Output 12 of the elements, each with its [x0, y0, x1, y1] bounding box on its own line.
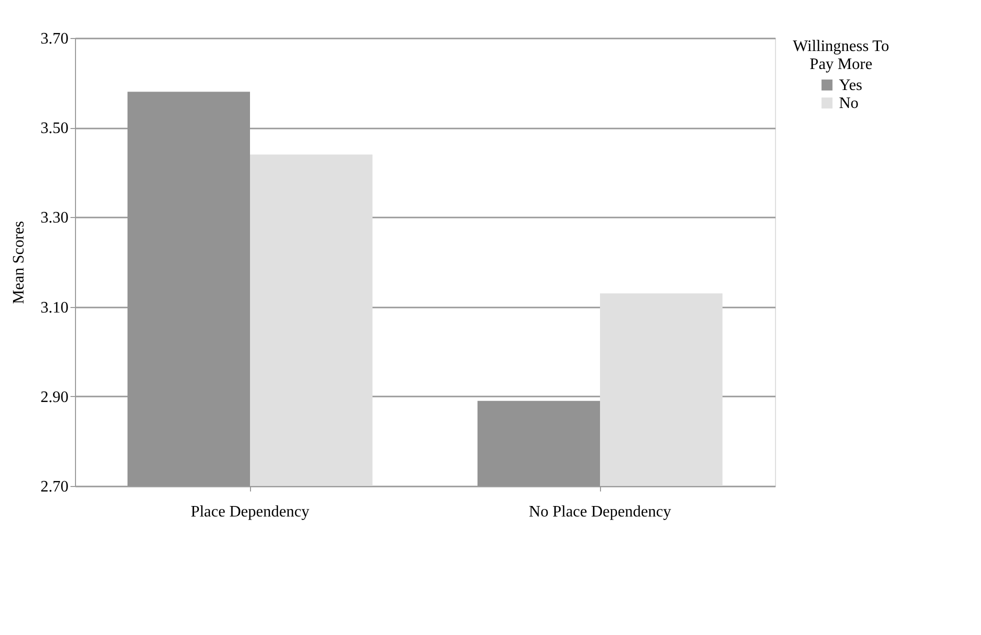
x-tick-label: Place Dependency	[190, 504, 310, 520]
x-tick-label: No Place Dependency	[528, 504, 672, 520]
legend-title: Willingness To Pay More	[792, 38, 890, 73]
legend-label: No	[839, 95, 859, 112]
legend-label: Yes	[839, 77, 862, 94]
y-tick-label: 3.70	[40, 30, 68, 48]
y-axis-title: Mean Scores	[10, 220, 28, 304]
y-tick-label: 3.50	[40, 120, 68, 138]
y-tick-label: 3.30	[40, 210, 68, 227]
y-tick-label: 3.10	[40, 299, 68, 316]
y-tick-label: 2.70	[40, 478, 68, 496]
y-tick-label: 2.90	[40, 388, 68, 406]
